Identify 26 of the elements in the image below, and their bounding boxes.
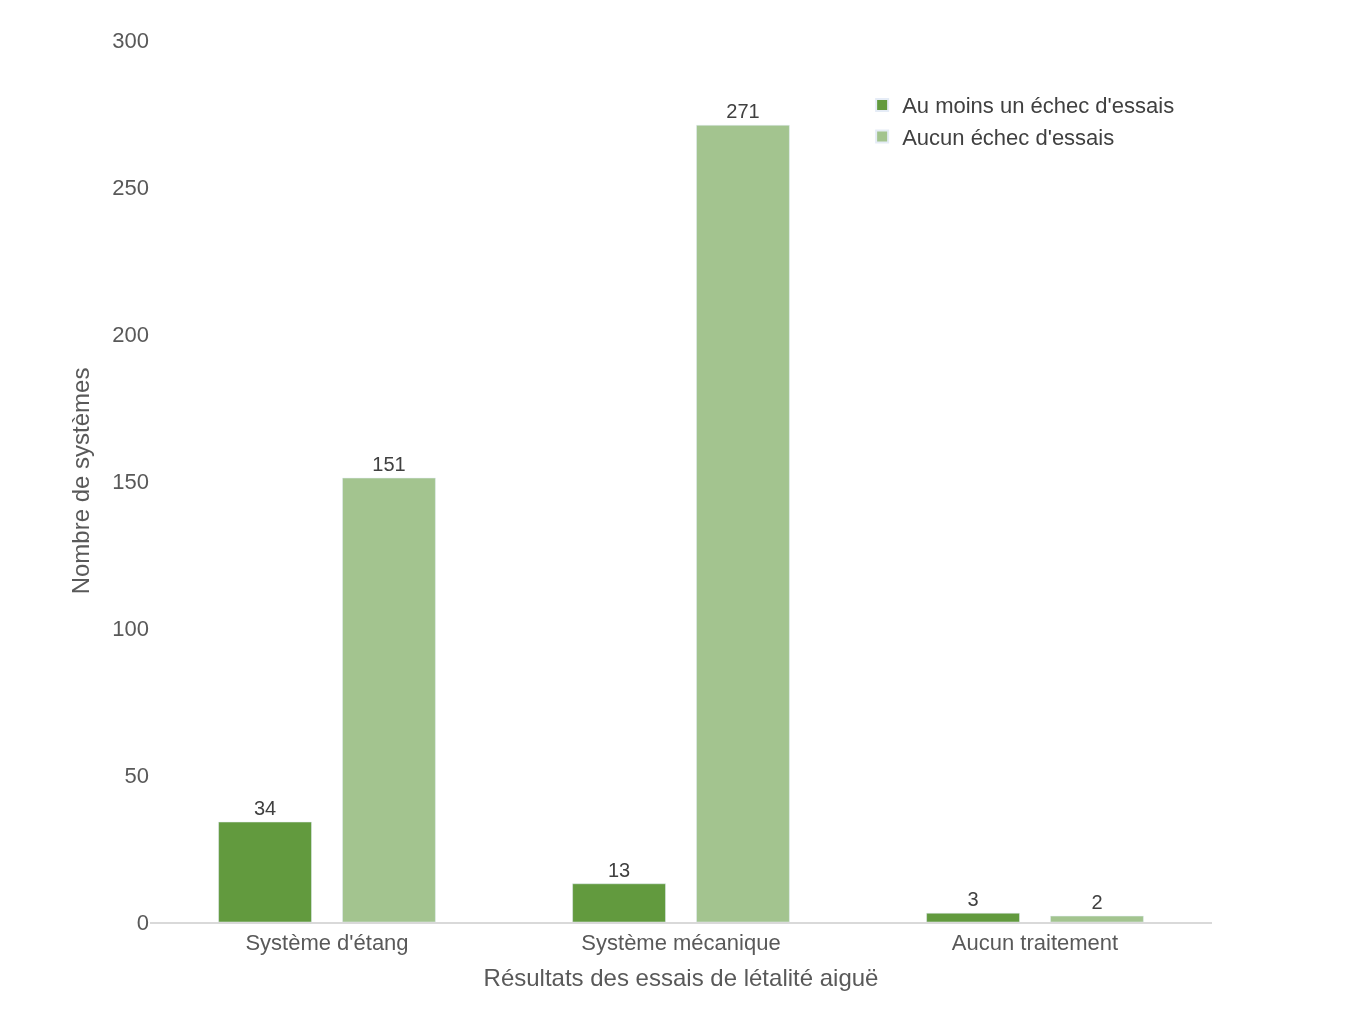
data-label: 2 [1091, 891, 1103, 914]
x-tick-label: Aucun traitement [951, 930, 1119, 956]
x-tick-label: Système mécanique [581, 930, 781, 956]
y-tick-label: 100 [112, 615, 149, 641]
y-tick-label: 0 [136, 909, 149, 935]
y-tick-label: 300 [112, 27, 149, 53]
data-label: 3 [967, 888, 979, 911]
y-tick-label: 250 [112, 174, 149, 200]
bar [696, 125, 790, 922]
bar [218, 821, 312, 922]
legend-label: Au moins un échec d'essais [902, 93, 1175, 119]
y-tick-label: 150 [112, 468, 149, 494]
x-tick-label: Système d'étang [245, 930, 409, 956]
y-tick-label: 200 [112, 321, 149, 347]
data-label: 34 [253, 797, 277, 820]
y-axis-title: Nombre de systèmes [67, 367, 95, 595]
data-label: 271 [726, 100, 760, 123]
bar [572, 883, 666, 922]
y-tick-label: 50 [124, 762, 149, 788]
bar [1050, 915, 1144, 922]
bar [342, 477, 436, 922]
bar [926, 912, 1020, 922]
data-label: 151 [372, 453, 406, 476]
data-label: 13 [607, 858, 631, 881]
legend-label: Aucun échec d'essais [902, 125, 1115, 151]
x-axis-title: Résultats des essais de létalité aiguë [483, 964, 879, 992]
